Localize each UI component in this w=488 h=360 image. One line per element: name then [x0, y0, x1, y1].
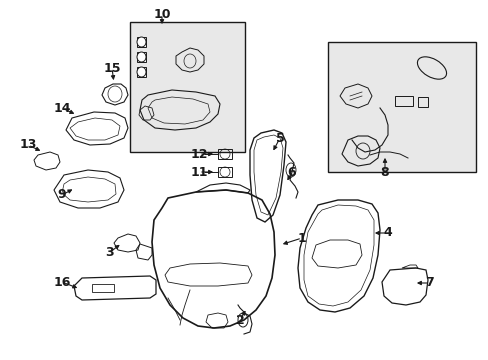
Text: 3: 3: [104, 247, 113, 260]
Text: 7: 7: [425, 276, 433, 289]
Text: 2: 2: [235, 314, 244, 327]
Bar: [327, 42, 475, 172]
Bar: [137, 52, 146, 62]
Text: 8: 8: [380, 166, 388, 179]
Text: 6: 6: [287, 166, 296, 179]
Bar: [218, 149, 231, 159]
Text: 11: 11: [190, 166, 207, 179]
Text: 15: 15: [103, 62, 121, 75]
Bar: [417, 97, 427, 107]
Ellipse shape: [137, 52, 146, 62]
Text: 4: 4: [383, 226, 391, 239]
Text: 5: 5: [275, 131, 284, 144]
Ellipse shape: [137, 67, 146, 77]
Ellipse shape: [137, 37, 146, 47]
Text: 13: 13: [19, 139, 37, 152]
Text: 10: 10: [153, 8, 170, 21]
Text: 1: 1: [297, 231, 306, 244]
Text: 12: 12: [190, 148, 207, 161]
Bar: [130, 22, 244, 152]
Bar: [218, 167, 231, 177]
Text: 9: 9: [58, 189, 66, 202]
Bar: [92, 284, 114, 292]
Text: 16: 16: [53, 275, 71, 288]
Bar: [137, 37, 146, 47]
Text: 14: 14: [53, 102, 71, 114]
Bar: [394, 96, 412, 106]
Bar: [137, 67, 146, 77]
